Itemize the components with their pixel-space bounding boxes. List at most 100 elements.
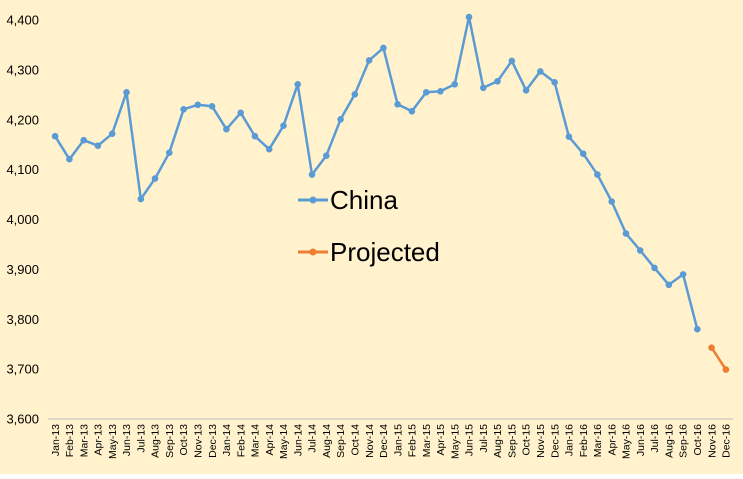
- x-tick-label: Jun-15: [464, 424, 476, 456]
- y-tick-label: 4,300: [6, 62, 39, 77]
- x-tick-label: Feb-16: [578, 424, 590, 457]
- data-point-china: [180, 106, 187, 113]
- x-tick-label: Mar-14: [250, 424, 262, 457]
- x-tick-label: Jul-15: [478, 424, 490, 453]
- data-point-china: [166, 149, 173, 156]
- data-point-china: [522, 87, 530, 94]
- data-point-china: [137, 195, 145, 203]
- x-tick-label: Jun-16: [635, 424, 647, 456]
- x-tick-label: Mar-16: [592, 424, 604, 457]
- x-tick-label: Jul-14: [307, 424, 319, 453]
- data-point-china: [94, 142, 102, 149]
- legend: China Projected: [298, 185, 440, 267]
- data-point-china: [208, 103, 216, 110]
- legend-item-projected: Projected: [298, 237, 440, 267]
- data-point-china: [351, 91, 359, 98]
- data-point-china: [308, 171, 316, 178]
- x-tick-label: May-15: [449, 424, 461, 459]
- data-point-china: [223, 125, 230, 133]
- data-point-china: [622, 230, 630, 237]
- data-point-china: [465, 13, 473, 21]
- x-tick-label: Jan-14: [221, 424, 233, 456]
- data-point-china: [679, 271, 687, 278]
- data-point-china: [636, 247, 644, 254]
- x-tick-label: Jun-13: [121, 424, 133, 456]
- x-tick-label: Aug-14: [321, 424, 333, 458]
- x-tick-label: Oct-14: [349, 424, 361, 456]
- x-tick-label: Dec-13: [207, 424, 219, 458]
- x-tick-label: Apr-14: [264, 424, 276, 456]
- data-point-china: [280, 122, 287, 129]
- data-point-china: [66, 155, 73, 163]
- data-point-china: [365, 57, 373, 64]
- y-tick-label: 4,000: [6, 212, 39, 227]
- x-tick-label: May-16: [621, 424, 633, 459]
- x-tick-label: Dec-16: [721, 424, 733, 458]
- data-point-china: [594, 171, 601, 178]
- data-point-china: [294, 81, 302, 88]
- x-tick-label: May-14: [278, 424, 290, 459]
- x-axis: Jan-13 Feb-13 Mar-13 Apr-13 May-13 Jun-13 Jul-…: [48, 418, 733, 459]
- data-point-china: [537, 68, 544, 75]
- data-point-china: [480, 84, 487, 92]
- x-tick-label: Jul-16: [649, 424, 661, 453]
- y-tick-label: 3,900: [6, 262, 39, 277]
- data-point-china: [494, 78, 501, 85]
- legend-label-projected: Projected: [330, 237, 440, 267]
- x-tick-label: Apr-15: [435, 424, 447, 456]
- x-tick-label: Apr-16: [606, 424, 618, 456]
- legend-label-china: China: [330, 185, 398, 215]
- x-tick-label: Nov-13: [193, 424, 205, 458]
- data-point-china: [251, 132, 259, 140]
- series-line-projected: [710, 347, 727, 371]
- data-point-china: [408, 108, 416, 115]
- data-point-china: [108, 130, 116, 137]
- data-point-china: [123, 89, 130, 96]
- y-tick-label: 3,800: [6, 312, 39, 327]
- data-point-china: [694, 325, 701, 333]
- data-point-projected: [708, 344, 715, 352]
- data-point-china: [422, 89, 430, 96]
- y-axis: 3,600 3,700 3,800 3,900 4,000 4,100 4,200 4,300…: [6, 13, 39, 427]
- data-point-china: [551, 79, 558, 86]
- x-tick-label: Jul-13: [135, 424, 147, 453]
- y-tick-label: 4,200: [6, 112, 39, 127]
- data-point-china: [265, 145, 273, 153]
- y-tick-label: 3,700: [6, 362, 39, 377]
- legend-item-china: China: [298, 185, 398, 215]
- data-point-china: [579, 150, 587, 157]
- x-tick-label: Jun-14: [292, 424, 304, 456]
- x-tick-label: Mar-13: [78, 424, 90, 457]
- x-tick-label: Feb-15: [407, 424, 419, 457]
- data-point-china: [565, 133, 573, 140]
- legend-swatch-projected-marker: [309, 248, 317, 256]
- x-tick-label: Sep-13: [164, 424, 176, 458]
- x-tick-label: Apr-13: [93, 424, 105, 456]
- data-point-china: [394, 101, 401, 108]
- data-point-china: [323, 152, 330, 159]
- legend-swatch-china-marker: [309, 196, 317, 204]
- series-layer: [51, 13, 730, 373]
- x-tick-label: Oct-16: [692, 424, 704, 456]
- x-tick-label: Nov-14: [364, 424, 376, 458]
- y-tick-label: 4,400: [6, 13, 39, 28]
- x-tick-label: Jan-13: [50, 424, 62, 456]
- x-tick-label: Jan-16: [564, 424, 576, 456]
- x-tick-label: Aug-13: [150, 424, 162, 458]
- data-point-china: [508, 57, 516, 65]
- data-point-china: [194, 101, 202, 109]
- x-tick-label: Nov-15: [535, 424, 547, 458]
- data-point-projected: [722, 366, 730, 373]
- data-point-china: [51, 132, 59, 140]
- x-tick-label: Jan-15: [392, 424, 404, 456]
- data-point-china: [80, 136, 87, 144]
- x-tick-label: Feb-13: [64, 424, 76, 457]
- data-point-china: [665, 281, 673, 289]
- x-tick-label: Feb-14: [235, 424, 247, 457]
- x-tick-label: Dec-15: [549, 424, 561, 458]
- data-point-china: [437, 88, 444, 95]
- x-tick-label: Nov-16: [706, 424, 718, 458]
